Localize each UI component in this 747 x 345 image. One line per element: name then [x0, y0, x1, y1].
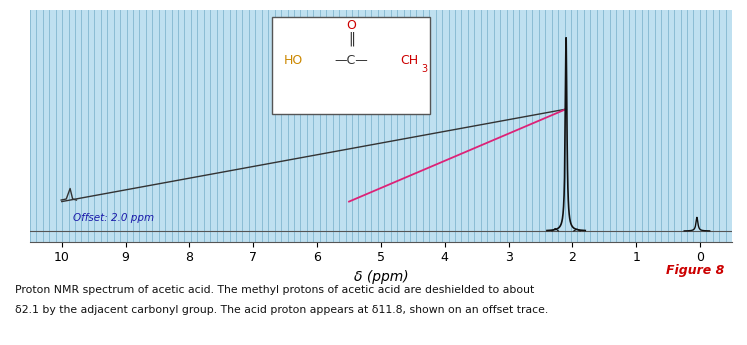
FancyBboxPatch shape: [272, 17, 430, 115]
Text: Offset: 2.0 ppm: Offset: 2.0 ppm: [72, 213, 154, 223]
Text: δ2.1 by the adjacent carbonyl group. The acid proton appears at δ11.8, shown on : δ2.1 by the adjacent carbonyl group. The…: [15, 305, 548, 315]
Text: —C—: —C—: [335, 53, 368, 67]
X-axis label: δ (ppm): δ (ppm): [353, 270, 409, 284]
Text: 3: 3: [421, 63, 427, 73]
Text: O: O: [347, 19, 356, 32]
Text: CH: CH: [400, 53, 419, 67]
Text: HO: HO: [284, 53, 303, 67]
Text: Proton NMR spectrum of acetic acid. The methyl protons of acetic acid are deshie: Proton NMR spectrum of acetic acid. The …: [15, 285, 534, 295]
Text: Figure 8: Figure 8: [666, 264, 725, 277]
Text: ‖: ‖: [348, 32, 355, 47]
